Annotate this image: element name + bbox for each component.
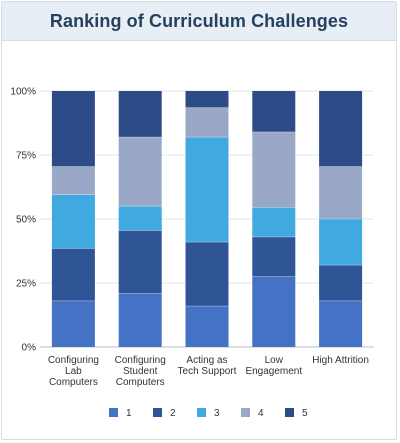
legend: 1 2 3 4 5 xyxy=(109,408,308,419)
bar-segment xyxy=(51,248,95,301)
x-tick-label: Configuring Student Computers xyxy=(115,355,166,388)
bar-segment xyxy=(319,300,363,347)
bar-segment xyxy=(252,236,296,277)
legend-label: 3 xyxy=(214,408,220,419)
legend-label: 5 xyxy=(302,408,308,419)
bar-segment xyxy=(51,91,95,167)
x-tick-label: High Attrition xyxy=(312,355,369,366)
bar-segment xyxy=(51,300,95,347)
chart-title: Ranking of Curriculum Challenges xyxy=(49,10,349,31)
y-axis-ticks: 0% 25% 50% 75% 100% xyxy=(10,87,36,354)
bar-segment xyxy=(118,91,162,138)
bar-segment xyxy=(51,166,95,195)
legend-swatch xyxy=(285,408,294,417)
legend-swatch xyxy=(109,408,118,417)
bar-segment xyxy=(185,107,229,138)
y-tick-label: 0% xyxy=(22,343,37,354)
legend-swatch xyxy=(153,408,162,417)
x-tick-label: Configuring Lab Computers xyxy=(48,355,99,388)
bar-segment xyxy=(118,293,162,347)
bar-segment xyxy=(118,230,162,294)
x-tick-label: Acting as Tech Support xyxy=(178,355,237,377)
bar-segment xyxy=(252,131,296,208)
bars xyxy=(51,91,363,347)
y-tick-label: 100% xyxy=(10,87,36,98)
bar-segment xyxy=(252,91,296,132)
bar-segment xyxy=(185,306,229,347)
legend-label: 2 xyxy=(170,408,176,419)
bar-segment xyxy=(118,137,162,207)
bar-segment xyxy=(185,242,229,307)
bar-segment xyxy=(319,265,363,301)
legend-swatch xyxy=(241,408,250,417)
title-bar: Ranking of Curriculum Challenges xyxy=(2,2,396,41)
bar-segment xyxy=(51,194,95,249)
y-tick-label: 75% xyxy=(16,151,36,162)
x-tick-label: Low Engagement xyxy=(245,355,302,377)
bar-segment xyxy=(319,219,363,266)
y-tick-label: 25% xyxy=(16,279,36,290)
bar-segment xyxy=(319,91,363,167)
bar-segment xyxy=(185,137,229,243)
bar-segment xyxy=(252,276,296,347)
bar-segment xyxy=(118,206,162,231)
x-axis-labels: Configuring Lab Computers Configuring Studen… xyxy=(48,355,369,388)
legend-label: 4 xyxy=(258,408,264,419)
stacked-bar-chart: 0%25%50%75%100% Configuring Lab ComputersC… xyxy=(10,87,374,419)
bar-segment xyxy=(252,207,296,237)
bar-segment xyxy=(185,91,229,108)
legend-label: 1 xyxy=(126,408,132,419)
bar-segment xyxy=(319,166,363,219)
legend-swatch xyxy=(197,408,206,417)
y-tick-label: 50% xyxy=(16,215,36,226)
